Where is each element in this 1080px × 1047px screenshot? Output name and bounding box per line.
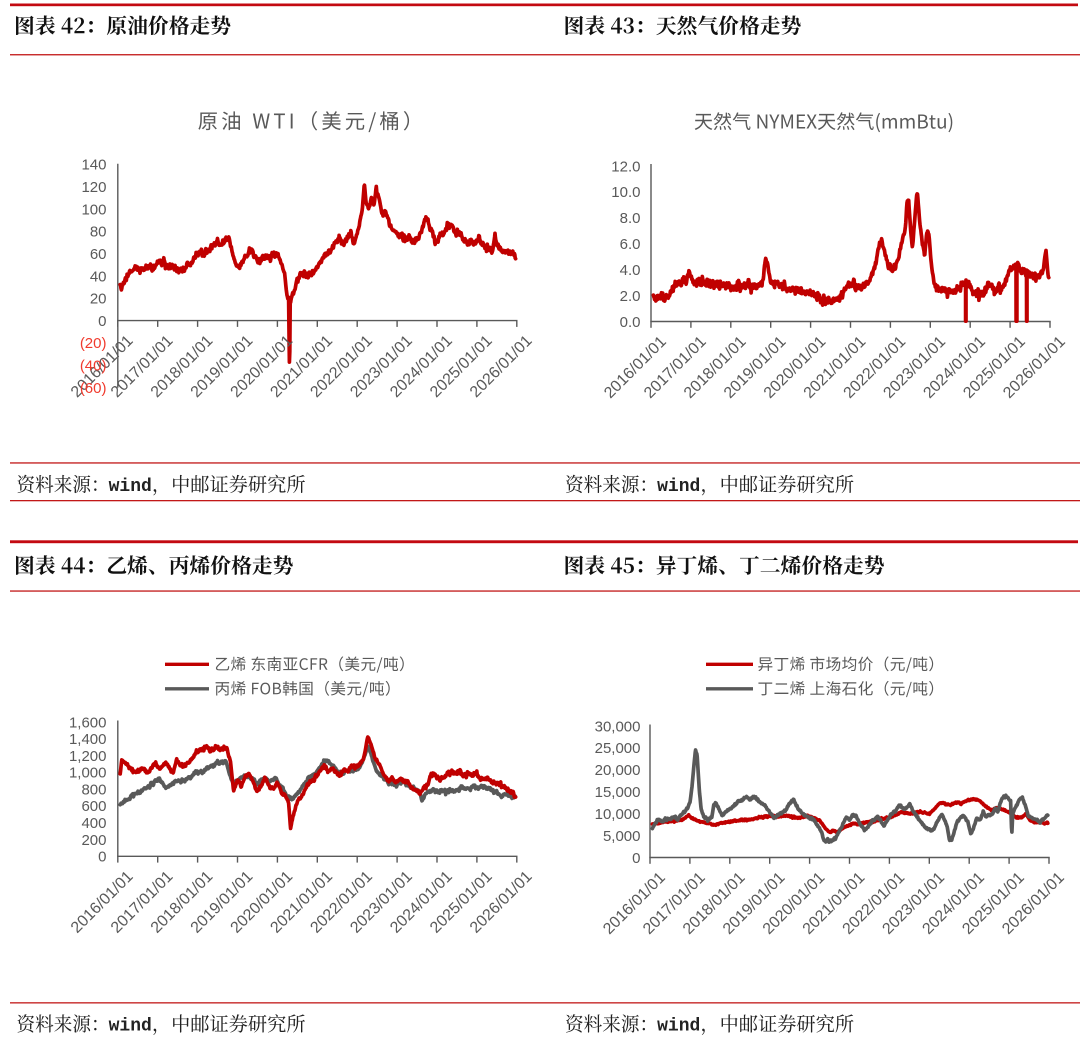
svg-text:120: 120 xyxy=(81,179,106,196)
svg-text:25,000: 25,000 xyxy=(595,740,641,757)
svg-text:5,000: 5,000 xyxy=(603,828,641,845)
svg-text:(20): (20) xyxy=(80,335,107,352)
svg-text:1,400: 1,400 xyxy=(69,731,107,748)
svg-text:0: 0 xyxy=(98,849,106,866)
svg-text:wind: wind xyxy=(109,1017,152,1037)
svg-text:800: 800 xyxy=(81,781,106,798)
svg-text:6.0: 6.0 xyxy=(620,236,641,253)
svg-text:400: 400 xyxy=(81,815,106,832)
svg-text:(40): (40) xyxy=(80,358,107,375)
svg-text:4.0: 4.0 xyxy=(620,262,641,279)
svg-text:100: 100 xyxy=(81,201,106,218)
svg-text:60: 60 xyxy=(90,246,107,263)
svg-text:20: 20 xyxy=(90,291,107,308)
svg-text:12.0: 12.0 xyxy=(611,158,640,175)
svg-text:140: 140 xyxy=(81,157,106,174)
svg-text:1,600: 1,600 xyxy=(69,714,107,731)
svg-text:(60): (60) xyxy=(80,380,107,397)
svg-text:0.0: 0.0 xyxy=(620,314,641,331)
svg-text:2.0: 2.0 xyxy=(620,288,641,305)
svg-text:10,000: 10,000 xyxy=(595,806,641,823)
svg-text:20,000: 20,000 xyxy=(595,762,641,779)
svg-text:1,200: 1,200 xyxy=(69,748,107,765)
svg-text:80: 80 xyxy=(90,224,107,241)
svg-text:8.0: 8.0 xyxy=(620,210,641,227)
svg-text:600: 600 xyxy=(81,798,106,815)
svg-text:200: 200 xyxy=(81,832,106,849)
svg-text:wind: wind xyxy=(109,477,152,497)
svg-text:wind: wind xyxy=(657,477,700,497)
svg-text:15,000: 15,000 xyxy=(595,784,641,801)
svg-text:10.0: 10.0 xyxy=(611,184,640,201)
svg-text:0: 0 xyxy=(632,850,640,867)
svg-text:40: 40 xyxy=(90,268,107,285)
svg-text:wind: wind xyxy=(657,1017,700,1037)
svg-text:1,000: 1,000 xyxy=(69,765,107,782)
svg-text:30,000: 30,000 xyxy=(595,718,641,735)
svg-text:0: 0 xyxy=(98,313,106,330)
